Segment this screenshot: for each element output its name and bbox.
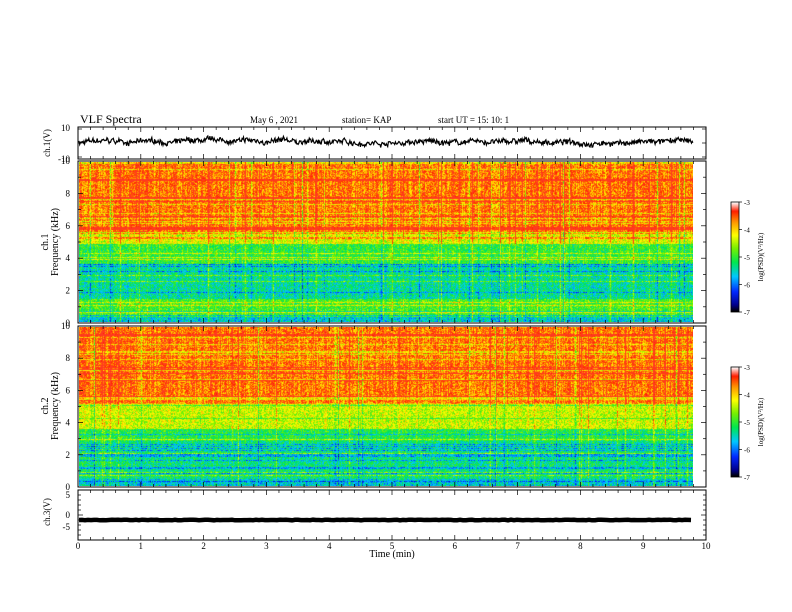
y-tick-label: 10 [61,321,71,331]
ch1-spectrogram-ylabel: Frequency (kHz) [50,208,61,276]
x-tick-label: 2 [201,541,206,551]
colorbar-tick-label: -6 [744,282,750,290]
ch2-spectrogram-ylabel-channel: ch.2 [40,398,51,415]
x-tick-label: 4 [327,541,332,551]
x-tick-label: 6 [453,541,458,551]
colorbar-tick-label: -3 [744,199,750,207]
ch1-spectrogram-image [79,162,693,322]
x-tick-label: 8 [578,541,583,551]
colorbar-tick-label: -4 [744,227,750,235]
y-tick-label: 10 [61,156,71,166]
colorbar-tick-label: -4 [744,392,750,400]
x-axis-tick-labels: 0 1 2 3 4 5 6 7 8 9 10 [76,541,711,551]
y-tick-label: 2 [66,450,71,460]
ch3-waveform-tick-bottom: -5 [63,522,71,532]
ch1-waveform-ticks [77,127,707,159]
x-axis-label: Time (min) [369,549,414,560]
x-tick-label: 1 [139,541,144,551]
ch1-colorbar-ticks: -3 -4 -5 -6 -7 [739,199,750,317]
y-tick-label: 4 [66,418,71,428]
x-tick-label: 7 [515,541,520,551]
ch2-colorbar-label: log(PSD)(V²/Hz) [757,397,765,446]
ch2-colorbar-image [731,367,739,477]
colorbar-tick-label: -5 [744,254,750,262]
ch2-colorbar-ticks: -3 -4 -5 -6 -7 [739,364,750,482]
start-time-label: start UT = 15: 10: 1 [438,115,509,125]
y-tick-label: 0 [66,482,71,492]
ch3-waveform-ylabel: ch.3(V) [42,498,52,526]
colorbar-tick-label: -6 [744,447,750,455]
ch1-waveform-tick-bottom: -10 [58,154,70,164]
date-label: May 6 , 2021 [250,115,298,125]
ch3-waveform-tick-mid: 0 [66,510,71,520]
y-tick-label: 8 [66,353,71,363]
y-tick-label: 6 [66,221,71,231]
colorbar-tick-label: -5 [744,419,750,427]
y-tick-label: 2 [66,286,71,296]
colorbar-tick-label: -7 [744,309,750,317]
colorbar-tick-label: -7 [744,474,750,482]
x-tick-label: 9 [641,541,646,551]
ch1-spectrogram-ticks: 0 2 4 6 8 10 [61,156,707,328]
x-tick-label: 10 [702,541,712,551]
ch2-spectrogram-ylabel: Frequency (kHz) [50,372,61,440]
ch1-waveform-panel: 10 -10 ch.1(V) [42,123,707,164]
colorbar-tick-label: -3 [744,364,750,372]
figure-title: VLF Spectra [80,112,142,126]
ch1-colorbar-label: log(PSD)(V²/Hz) [757,232,765,281]
ch3-waveform-ticks [77,489,707,541]
ch1-waveform-trace [78,134,694,149]
x-tick-label: 5 [390,541,395,551]
y-tick-label: 6 [66,385,71,395]
y-tick-label: 0 [66,318,71,328]
ch1-colorbar-image [731,202,739,312]
y-tick-label: 8 [66,188,71,198]
ch1-waveform-ylabel: ch.1(V) [42,129,52,157]
ch2-spectrogram-ticks: 0 2 4 6 8 10 [61,321,707,492]
ch1-waveform-tick-top: 10 [61,123,71,133]
x-tick-label: 3 [264,541,269,551]
ch3-waveform-tick-top: 5 [66,490,71,500]
ch3-waveform-trace [78,517,692,523]
ch1-spectrogram-ylabel-channel: ch.1 [40,234,51,251]
ch3-waveform-panel: 5 0 -5 ch.3(V) [42,489,707,541]
y-tick-label: 4 [66,253,71,263]
ch3-waveform-frame [77,489,707,541]
x-tick-label: 0 [76,541,81,551]
station-label: station= KAP [342,115,391,125]
ch2-spectrogram-image [79,327,693,486]
